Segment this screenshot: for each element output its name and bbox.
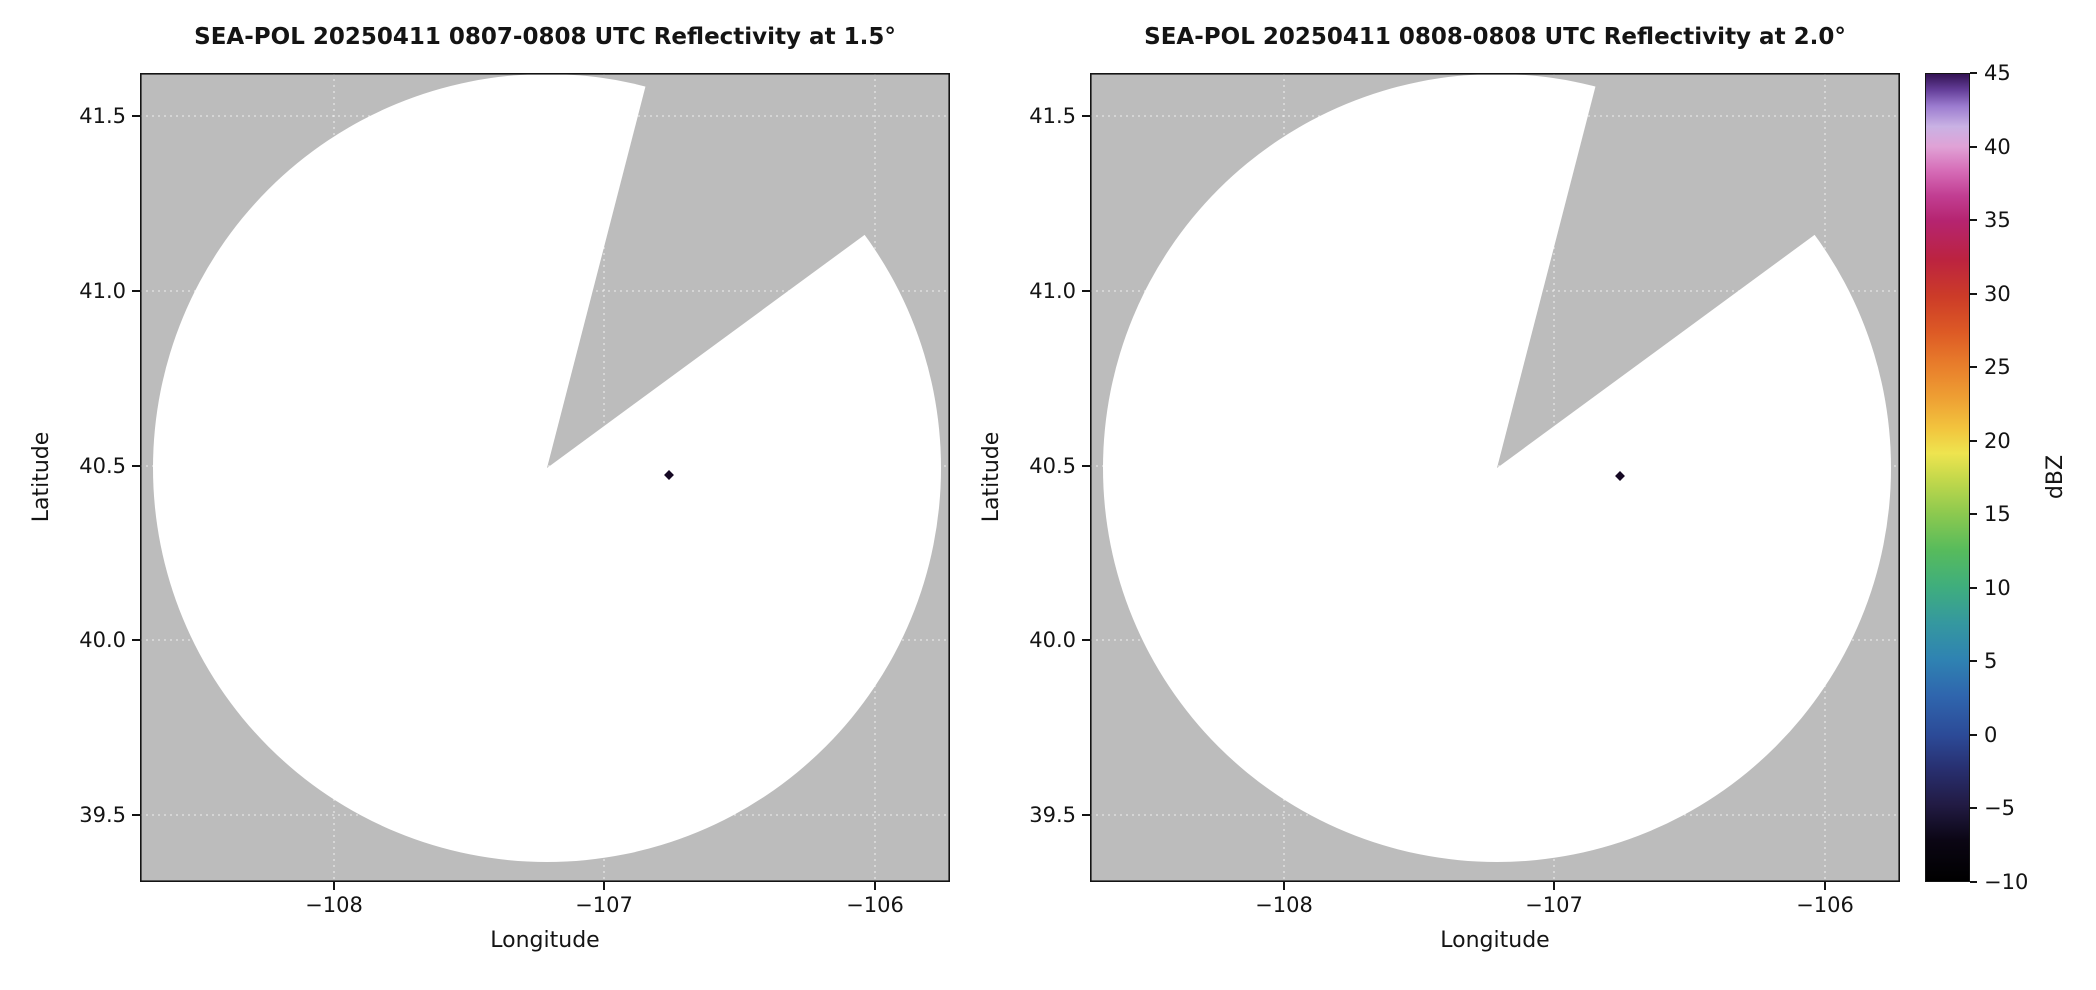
x-tick-mark — [874, 882, 876, 890]
colorbar-tick-mark — [1970, 807, 1977, 809]
missing-data-wedge — [1497, 73, 1900, 468]
y-tick-mark — [1082, 814, 1090, 816]
x-tick-label: −106 — [846, 893, 904, 917]
reflectivity-echo-dot — [1615, 471, 1625, 481]
colorbar-tick-label: 30 — [1984, 282, 2011, 306]
x-tick-label: −107 — [575, 893, 633, 917]
x-tick-mark — [1553, 882, 1555, 890]
panel-title-left: SEA-POL 20250411 0807-0808 UTC Reflectiv… — [194, 24, 896, 50]
colorbar-tick-label: 0 — [1984, 723, 1998, 747]
colorbar-tick-label: 10 — [1984, 576, 2011, 600]
y-tick-label: 40.0 — [79, 628, 126, 652]
y-tick-mark — [1082, 465, 1090, 467]
y-tick-label: 40.5 — [1029, 454, 1076, 478]
radar-plot-canvas-left — [140, 73, 950, 882]
reflectivity-echo-dot — [664, 470, 674, 480]
y-tick-mark — [1082, 115, 1090, 117]
radar-plot-canvas-right — [1090, 73, 1900, 882]
missing-data-wedge — [547, 73, 950, 468]
x-tick-label: −107 — [1525, 893, 1583, 917]
y-tick-label: 40.0 — [1029, 628, 1076, 652]
x-tick-label: −106 — [1796, 893, 1854, 917]
colorbar-tick-label: 35 — [1984, 208, 2011, 232]
colorbar-tick-label: −10 — [1984, 870, 2029, 894]
colorbar-tick-mark — [1970, 219, 1977, 221]
y-tick-label: 41.5 — [1029, 104, 1076, 128]
colorbar-tick-mark — [1970, 734, 1977, 736]
panel-title-right: SEA-POL 20250411 0808-0808 UTC Reflectiv… — [1144, 24, 1846, 50]
y-axis-label-right: Latitude — [979, 431, 1004, 523]
colorbar-tick-mark — [1970, 513, 1977, 515]
colorbar-tick-label: 20 — [1984, 429, 2011, 453]
colorbar-tick-label: 15 — [1984, 502, 2011, 526]
y-tick-mark — [132, 814, 140, 816]
colorbar-tick-mark — [1970, 366, 1977, 368]
colorbar-tick-label: 45 — [1984, 61, 2011, 85]
colorbar-tick-label: −5 — [1984, 796, 2015, 820]
x-tick-mark — [1824, 882, 1826, 890]
y-tick-mark — [132, 290, 140, 292]
colorbar-tick-mark — [1970, 293, 1977, 295]
y-axis-label-left: Latitude — [29, 431, 54, 523]
y-tick-mark — [132, 639, 140, 641]
colorbar-tick-mark — [1970, 587, 1977, 589]
y-tick-label: 41.0 — [79, 279, 126, 303]
x-axis-label-left: Longitude — [490, 928, 600, 953]
y-tick-mark — [1082, 639, 1090, 641]
y-tick-label: 39.5 — [79, 803, 126, 827]
x-tick-mark — [333, 882, 335, 890]
colorbar-tick-mark — [1970, 440, 1977, 442]
y-tick-label: 41.5 — [79, 104, 126, 128]
colorbar-tick-mark — [1970, 146, 1977, 148]
y-tick-mark — [132, 465, 140, 467]
x-tick-label: −108 — [305, 893, 363, 917]
colorbar-gradient — [1925, 73, 1970, 882]
x-axis-label-right: Longitude — [1440, 928, 1550, 953]
plot-border — [140, 73, 950, 882]
colorbar-tick-label: 40 — [1984, 135, 2011, 159]
x-tick-mark — [603, 882, 605, 890]
colorbar-tick-mark — [1970, 660, 1977, 662]
colorbar-tick-label: 5 — [1984, 649, 1998, 673]
plot-border — [1090, 73, 1900, 882]
colorbar-tick-mark — [1970, 72, 1977, 74]
radar-plot-right — [1090, 73, 1900, 882]
y-tick-mark — [1082, 290, 1090, 292]
y-tick-label: 40.5 — [79, 454, 126, 478]
x-tick-mark — [1283, 882, 1285, 890]
x-tick-label: −108 — [1255, 893, 1313, 917]
colorbar-tick-label: 25 — [1984, 355, 2011, 379]
colorbar-tick-mark — [1970, 881, 1977, 883]
y-tick-label: 39.5 — [1029, 803, 1076, 827]
colorbar-label: dBZ — [2043, 454, 2068, 500]
y-tick-mark — [132, 115, 140, 117]
radar-plot-left — [140, 73, 950, 882]
y-tick-label: 41.0 — [1029, 279, 1076, 303]
